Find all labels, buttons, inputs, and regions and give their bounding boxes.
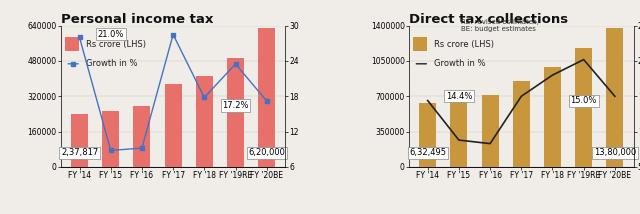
FancyBboxPatch shape <box>413 37 427 51</box>
Bar <box>133 106 150 167</box>
FancyBboxPatch shape <box>65 37 79 51</box>
Bar <box>513 81 530 167</box>
Bar <box>102 111 119 167</box>
Bar <box>164 84 182 167</box>
Bar <box>196 76 213 167</box>
Text: Growth in %: Growth in % <box>86 59 137 68</box>
Bar <box>544 67 561 167</box>
Text: 13,80,000: 13,80,000 <box>594 148 636 157</box>
Bar <box>258 28 275 167</box>
Bar <box>227 58 244 167</box>
Bar <box>606 28 623 167</box>
Text: Growth in %: Growth in % <box>434 59 485 68</box>
Text: 14.4%: 14.4% <box>445 92 472 101</box>
Text: Personal income tax: Personal income tax <box>61 13 213 26</box>
Text: 2,37,817: 2,37,817 <box>61 148 98 157</box>
Text: Rs crore (LHS): Rs crore (LHS) <box>86 40 145 49</box>
Text: Direct tax collections: Direct tax collections <box>409 13 568 26</box>
Text: RE: revised estimates,
BE: budget estimates: RE: revised estimates, BE: budget estima… <box>461 19 539 32</box>
Bar <box>575 48 592 167</box>
Text: 17.2%: 17.2% <box>222 101 249 110</box>
Bar <box>481 95 499 167</box>
Text: 6,32,495: 6,32,495 <box>409 148 446 157</box>
Bar <box>71 114 88 167</box>
Text: 21.0%: 21.0% <box>97 30 124 39</box>
Text: 6,20,000: 6,20,000 <box>248 148 285 157</box>
Text: Rs crore (LHS): Rs crore (LHS) <box>434 40 493 49</box>
Bar <box>419 103 436 167</box>
Bar <box>451 97 467 167</box>
Text: 15.0%: 15.0% <box>570 96 597 105</box>
